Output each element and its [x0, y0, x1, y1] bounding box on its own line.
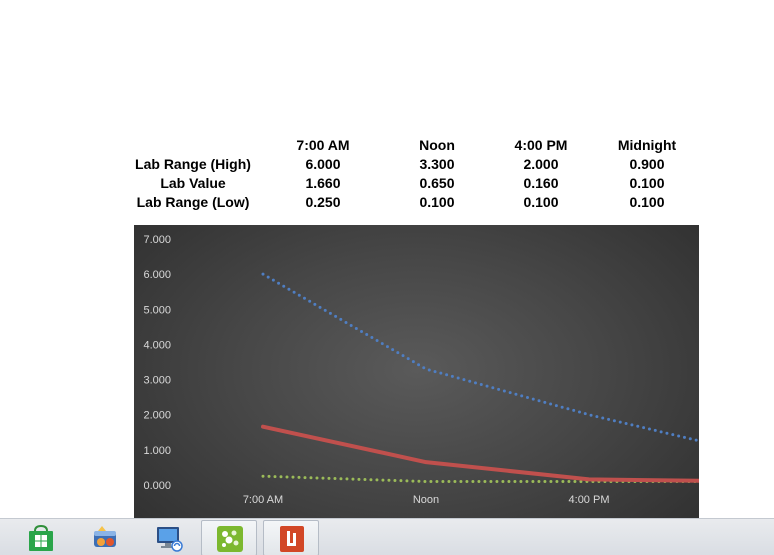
taskbar — [0, 518, 774, 555]
table-row-label: Lab Range (High) — [135, 156, 251, 172]
y-tick-label: 1.000 — [143, 445, 171, 457]
y-tick-label: 5.000 — [143, 304, 171, 316]
table-header-cell: 7:00 AM — [296, 137, 350, 153]
y-tick-label: 3.000 — [143, 375, 171, 387]
table-cell: 0.900 — [629, 156, 665, 172]
store-icon — [29, 524, 53, 551]
x-tick-label: Noon — [413, 494, 439, 506]
table-cell: 0.100 — [629, 194, 665, 210]
table-header-cell: Midnight — [617, 137, 677, 153]
table-cell: 0.160 — [523, 175, 559, 191]
x-axis-ticks: 7:00 AM Noon 4:00 PM — [243, 494, 610, 506]
table-cell: 1.660 — [305, 175, 341, 191]
table-cell: 0.100 — [629, 175, 665, 191]
table-header-cell: 4:00 PM — [514, 137, 568, 153]
taskbar-button-remote-desktop[interactable] — [141, 520, 197, 555]
x-tick-label: 4:00 PM — [569, 494, 610, 506]
table-cell: 3.300 — [419, 156, 455, 172]
app-green-dots-icon — [217, 526, 243, 552]
line-chart: 0.000 1.000 2.000 3.000 4.000 5.000 6.000 7.000… — [143, 234, 699, 530]
table-cell: 0.650 — [419, 175, 455, 191]
table-cell: 0.250 — [305, 194, 341, 210]
series-line-lab-range-high — [261, 272, 699, 443]
table-cell: 2.000 — [523, 156, 559, 172]
table-cell: 6.000 — [305, 156, 341, 172]
y-tick-label: 7.000 — [143, 234, 171, 246]
media-player-icon — [94, 526, 116, 547]
y-tick-label: 2.000 — [143, 410, 171, 422]
y-tick-label: 6.000 — [143, 269, 171, 281]
table-cell: 0.100 — [523, 194, 559, 210]
y-tick-label: 0.000 — [143, 480, 171, 492]
table-header-cell: Noon — [419, 137, 455, 153]
remote-desktop-icon — [157, 527, 183, 552]
data-table: 7:00 AM Noon 4:00 PM Midnight Lab Range … — [0, 136, 774, 216]
table-row-label: Lab Value — [160, 175, 226, 191]
taskbar-button-store[interactable] — [13, 520, 69, 555]
taskbar-button-green-app[interactable] — [201, 520, 257, 555]
taskbar-button-red-app[interactable] — [263, 520, 319, 555]
app-red-document-icon — [280, 526, 304, 552]
series-lines — [261, 272, 699, 483]
y-tick-label: 4.000 — [143, 339, 171, 351]
series-line-lab-value — [261, 424, 699, 483]
table-row-label: Lab Range (Low) — [136, 194, 250, 210]
x-tick-label: 7:00 AM — [243, 494, 283, 506]
taskbar-button-media-player[interactable] — [77, 520, 133, 555]
table-cell: 0.100 — [419, 194, 455, 210]
chart-area[interactable]: 0.000 1.000 2.000 3.000 4.000 5.000 6.000 7.000… — [134, 225, 699, 547]
y-axis-ticks: 0.000 1.000 2.000 3.000 4.000 5.000 6.000 7.000 — [143, 234, 171, 492]
